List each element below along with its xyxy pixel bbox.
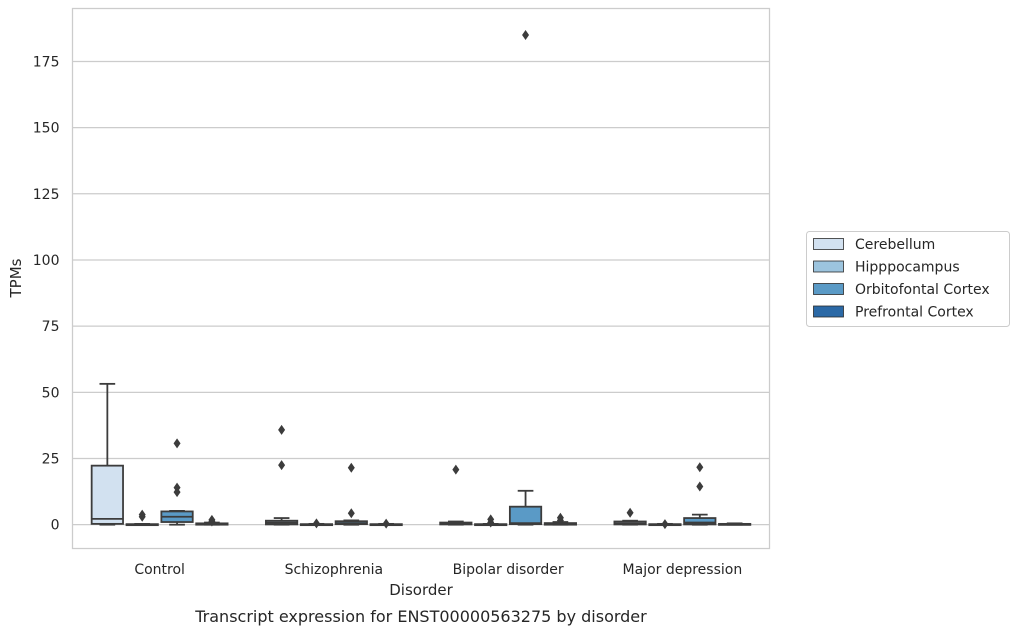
- legend-item: Orbitofontal Cortex: [813, 282, 990, 298]
- outlier-point: [556, 512, 564, 523]
- x-axis-ticks: Control Schizophrenia Bipolar disorder Majo…: [134, 562, 742, 578]
- outlier-point: [661, 519, 669, 530]
- legend-label: Hipppocampus: [855, 260, 960, 276]
- x-axis-label: Disorder: [389, 581, 453, 599]
- outlier-point: [487, 514, 495, 525]
- y-axis-label: TPMs: [7, 258, 25, 298]
- legend-label: Orbitofontal Cortex: [855, 282, 990, 298]
- y-tick-label: 0: [51, 518, 60, 534]
- y-tick-label: 25: [42, 452, 60, 468]
- x-tick-label: Bipolar disorder: [453, 562, 564, 578]
- outlier-point: [278, 424, 286, 435]
- x-tick-label: Schizophrenia: [285, 562, 383, 578]
- plot-frame: [71, 7, 771, 550]
- y-tick-label: 125: [33, 187, 60, 203]
- outlier-point: [626, 507, 634, 518]
- y-axis-ticks: 0 25 50 75 100 125 150 175: [33, 54, 60, 533]
- legend-swatch: [813, 283, 844, 295]
- box: [90, 464, 124, 525]
- outlier-point: [173, 438, 181, 449]
- legend-swatch: [813, 238, 844, 250]
- x-tick-label: Control: [134, 562, 185, 578]
- legend: Cerebellum Hipppocampus Orbitofontal Corte…: [806, 231, 1010, 327]
- outlier-point: [312, 518, 320, 529]
- series-group: [160, 29, 717, 526]
- outlier-point: [696, 462, 704, 473]
- outlier-point: [452, 464, 460, 475]
- box: [683, 517, 717, 526]
- y-tick-label: 50: [42, 385, 60, 401]
- outlier-point: [208, 514, 216, 525]
- legend-swatch: [813, 305, 844, 318]
- outlier-point: [522, 29, 530, 40]
- legend-frame: [806, 231, 1010, 327]
- series-group: [195, 512, 752, 529]
- x-tick-label: Major depression: [623, 562, 743, 578]
- box: [508, 505, 543, 526]
- y-tick-label: 150: [33, 121, 60, 137]
- legend-item: Prefrontal Cortex: [813, 305, 974, 321]
- grid-lines: [72, 60, 770, 526]
- outlier-point: [382, 518, 390, 529]
- y-tick-label: 175: [33, 54, 60, 70]
- outlier-point: [696, 481, 704, 492]
- legend-label: Cerebellum: [855, 237, 935, 253]
- series-group: [125, 509, 682, 530]
- outlier-point: [278, 460, 286, 471]
- legend-item: Cerebellum: [813, 237, 935, 253]
- y-tick-label: 75: [42, 319, 60, 335]
- outlier-point: [347, 508, 355, 519]
- outlier-point: [138, 509, 146, 520]
- outlier-point: [173, 482, 181, 493]
- legend-item: Hipppocampus: [813, 260, 960, 276]
- box-series: [90, 29, 752, 530]
- series-group: [90, 382, 647, 526]
- y-tick-label: 100: [33, 253, 60, 269]
- legend-label: Prefrontal Cortex: [855, 305, 974, 321]
- chart-caption: Transcript expression for ENST0000056327…: [194, 607, 647, 626]
- outlier-point: [347, 462, 355, 473]
- legend-swatch: [813, 260, 844, 273]
